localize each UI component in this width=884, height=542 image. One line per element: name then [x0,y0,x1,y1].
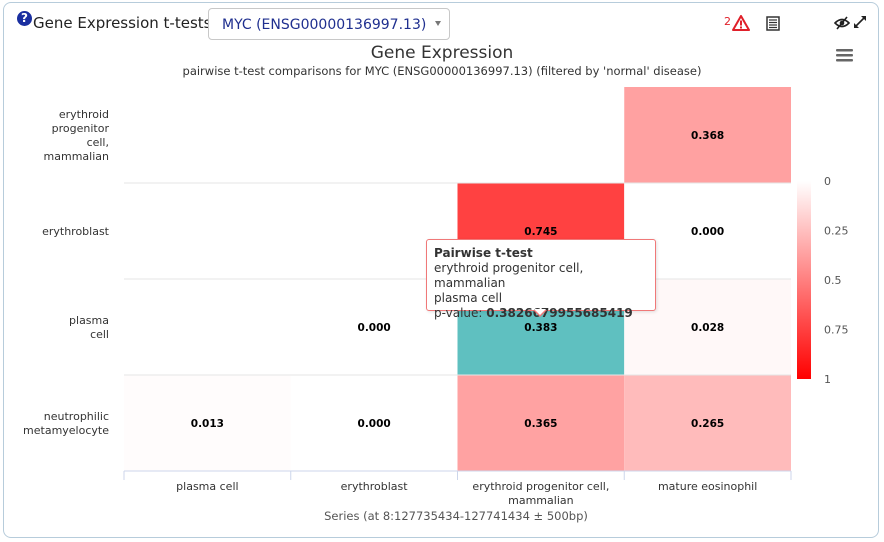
tooltip-pvalue-row: p-value: 0.3826679955685419 [434,306,648,321]
chart-title: Gene Expression [371,43,514,63]
expand-icon[interactable] [852,14,868,30]
cell-value-label: 0.265 [691,418,724,430]
tooltip-pvalue-label: p-value: [434,306,487,320]
y-tick-label-plasma-cell: plasma cell [69,314,109,341]
color-legend-bar [797,181,811,379]
legend-tick-label: 0 [824,175,831,188]
legend-tick-label: 1 [824,373,831,386]
gene-select-value: MYC (ENSG00000136997.13) [222,17,427,33]
tooltip-title: Pairwise t-test [434,246,533,260]
tooltip: Pairwise t-test erythroid progenitor cel… [426,239,656,320]
hide-eye-icon[interactable] [834,16,850,30]
x-tick-label-erythroid-progenitor-cell-mammalian: erythroid progenitor cell, mammalian [472,480,609,507]
y-tick-label-erythroblast: erythroblast [42,225,110,238]
cell-value-label: 0.000 [691,226,724,238]
x-tick-label-erythroblast: erythroblast [341,480,409,493]
tooltip-row-label: erythroid progenitor cell, mammalian [434,261,584,290]
y-tick-label-neutrophilic-metamyelocyte: neutrophilic metamyelocyte [23,410,109,437]
heatmap-cell[interactable] [290,375,458,471]
heatmap-cell[interactable] [624,375,791,471]
cell-value-label: 0.368 [691,130,724,142]
tooltip-col-label: plasma cell [434,291,503,305]
legend-tick-label: 0.25 [824,225,849,238]
x-axis-title: Series (at 8:127735434-127741434 ± 500bp… [324,509,588,523]
cell-value-label: 0.000 [358,322,391,334]
heatmap-cell[interactable] [457,375,625,471]
heatmap-cell[interactable] [124,375,291,471]
x-tick-label-mature-eosinophil: mature eosinophil [658,480,757,493]
cell-value-label: 0.365 [524,418,557,430]
legend-tick-label: 0.5 [824,274,842,287]
y-tick-label-erythroid-progenitor-cell-mammalian: erythroid progenitor cell, mammalian [44,108,110,163]
help-icon[interactable]: ? [17,11,32,26]
heatmap-cell[interactable] [624,87,791,183]
chart-menu-icon[interactable] [836,48,854,62]
table-view-icon[interactable] [766,16,780,31]
cell-value-label: 0.383 [524,322,557,334]
chart-subtitle: pairwise t-test comparisons for MYC (ENS… [183,64,702,78]
cell-value-label: 0.745 [524,226,557,238]
tooltip-tail-inner [534,309,546,315]
warning-icon[interactable] [732,15,750,31]
cell-value-label: 0.028 [691,322,724,334]
x-tick-label-plasma-cell: plasma cell [176,480,238,493]
chevron-down-icon [435,21,441,26]
legend-tick-label: 0.75 [824,324,849,337]
warning-count: 2 [724,15,731,28]
cell-value-label: 0.000 [358,418,391,430]
header-label: Gene Expression t-tests on [33,14,235,32]
gene-select[interactable]: MYC (ENSG00000136997.13) [208,8,450,40]
cell-value-label: 0.013 [191,418,224,430]
tooltip-pvalue: 0.3826679955685419 [486,306,633,320]
